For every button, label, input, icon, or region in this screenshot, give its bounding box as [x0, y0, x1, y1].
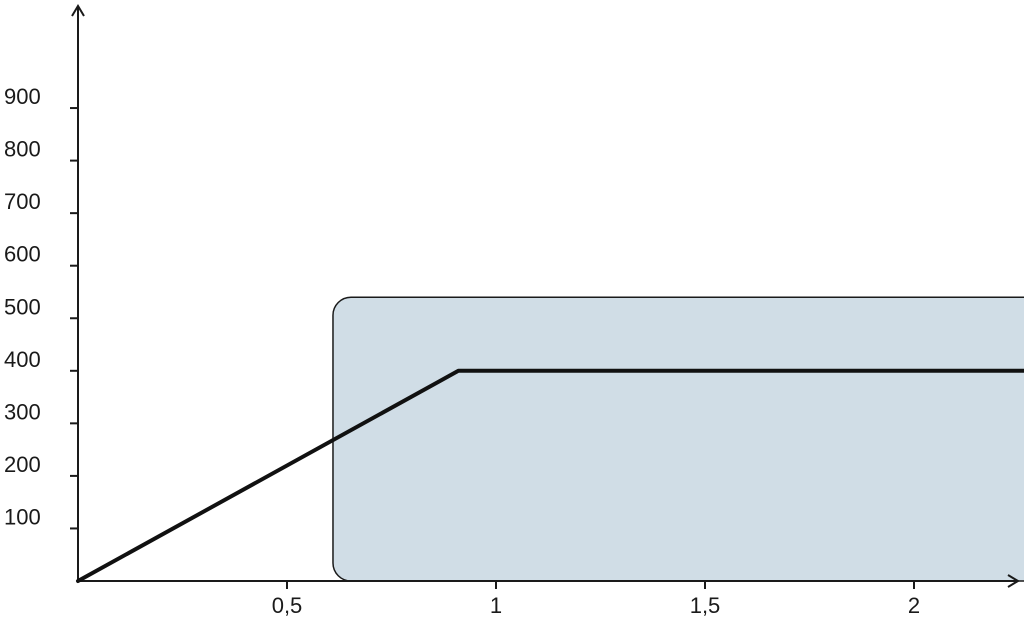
x-tick-label: 1,5: [690, 593, 721, 618]
y-tick-label: 400: [4, 347, 41, 372]
y-axis-arrow: [71, 4, 85, 17]
y-tick-label: 300: [4, 399, 41, 424]
y-tick-label: 600: [4, 242, 41, 267]
regions-layer: [332, 296, 1024, 582]
x-tick-label: 0,5: [272, 593, 303, 618]
y-tick-label: 200: [4, 452, 41, 477]
axes: [70, 4, 1020, 589]
series-layer: [76, 368, 1024, 583]
series-line: [76, 368, 1024, 583]
x-axis-arrow: [1007, 574, 1020, 588]
y-tick-label: 100: [4, 504, 41, 529]
y-tick-label: 800: [4, 137, 41, 162]
y-tick-label: 500: [4, 294, 41, 319]
y-tick-label: 700: [4, 189, 41, 214]
y-tick-label: 900: [4, 84, 41, 109]
x-tick-label: 1: [490, 593, 502, 618]
tick-labels: 0,511,522,533,54100200300400500600700800…: [4, 84, 920, 618]
blue-zone: [332, 296, 1024, 582]
x-tick-label: 2: [908, 593, 920, 618]
